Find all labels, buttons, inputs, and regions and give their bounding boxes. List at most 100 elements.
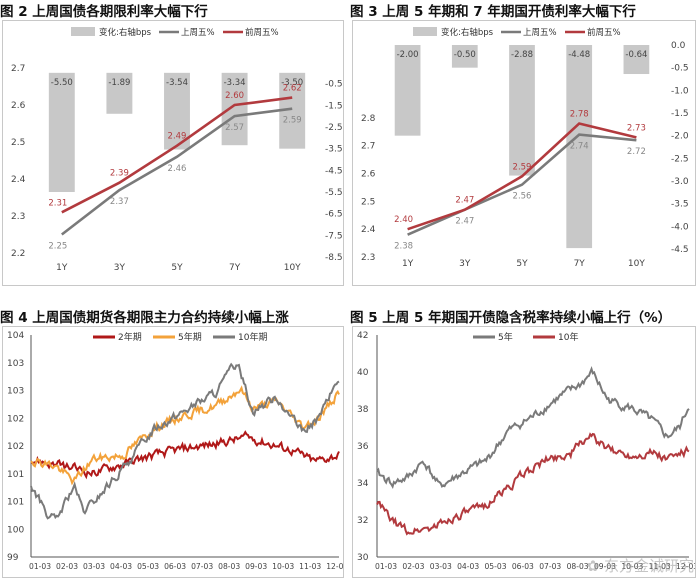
y-tick-label: 104 xyxy=(7,331,24,341)
point-label: 2.73 xyxy=(627,123,646,133)
point-label: 2.60 xyxy=(225,91,244,101)
bar-value-label: -2.00 xyxy=(397,50,419,60)
y-tick-label-right: -0.5 xyxy=(671,64,689,74)
y-tick-label-left: 2.8 xyxy=(361,114,376,124)
bar-value-label: -1.89 xyxy=(108,78,130,88)
point-label: 2.46 xyxy=(168,164,187,174)
x-tick-label: 05-03 xyxy=(137,562,159,571)
bar xyxy=(509,45,535,176)
y-tick-label-left: 2.4 xyxy=(361,225,376,235)
point-label: 2.38 xyxy=(394,242,413,252)
point-label: 2.25 xyxy=(48,242,67,252)
x-tick-label: 06-03 xyxy=(512,562,534,571)
point-label: 2.47 xyxy=(455,217,474,227)
bar-value-label: -3.34 xyxy=(224,78,246,88)
y-tick-label-right: -2.5 xyxy=(325,123,343,133)
x-tick-label: 03-03 xyxy=(83,562,105,571)
bar-value-label: -5.50 xyxy=(51,78,73,88)
x-tick-label: 5Y xyxy=(171,263,183,273)
point-label: 2.57 xyxy=(225,123,244,133)
x-tick-label: 01-03 xyxy=(375,562,397,571)
legend-swatch-bar xyxy=(413,27,437,36)
x-tick-label: 11-03 xyxy=(299,562,321,571)
point-label: 2.56 xyxy=(513,192,532,202)
chart-title: 图 5 上周 5 年期国开债隐含税率持续小幅上行（%） xyxy=(350,306,671,326)
x-tick-label: 02-03 xyxy=(402,562,424,571)
bar-value-label: -3.54 xyxy=(166,78,188,88)
x-tick-label: 5Y xyxy=(516,259,528,269)
y-tick-label: 40 xyxy=(357,368,369,378)
x-tick-label: 3Y xyxy=(459,259,471,269)
point-label: 2.74 xyxy=(570,142,589,152)
bar xyxy=(49,73,75,192)
x-tick-label: 3Y xyxy=(114,263,126,273)
y-tick-label-left: 2.2 xyxy=(11,249,25,259)
legend-label: 变化:右轴bps xyxy=(99,27,152,38)
legend-label: 10年期 xyxy=(238,331,267,343)
y-tick-label: 103 xyxy=(7,387,24,397)
point-label: 2.49 xyxy=(168,132,187,142)
watermark-logo: ✿ 东方金诚研究 xyxy=(587,555,694,576)
point-label: 2.59 xyxy=(513,162,532,172)
y-tick-label-left: 2.3 xyxy=(361,253,375,263)
y-tick-label-left: 2.6 xyxy=(11,101,26,111)
y-tick-label-right: -2.5 xyxy=(671,154,689,164)
y-tick-label: 100 xyxy=(7,525,24,535)
bar-value-label: -4.48 xyxy=(568,50,590,60)
y-tick-label-right: -0.5 xyxy=(325,80,343,90)
x-tick-label: 02-03 xyxy=(56,562,78,571)
x-tick-label: 10Y xyxy=(284,263,301,273)
x-tick-label: 1Y xyxy=(402,259,414,269)
point-label: 2.78 xyxy=(570,109,589,119)
legend-label: 10年 xyxy=(558,331,578,343)
y-tick-label: 102 xyxy=(7,442,24,452)
point-label: 2.39 xyxy=(110,169,129,179)
y-tick-label-left: 2.7 xyxy=(361,142,375,152)
point-label: 2.59 xyxy=(283,116,302,126)
point-label: 2.40 xyxy=(394,215,413,225)
point-label: 2.31 xyxy=(48,198,67,208)
legend-label: 2年期 xyxy=(118,331,142,343)
y-tick-label-right: -4.5 xyxy=(671,245,689,255)
point-label: 2.47 xyxy=(455,196,474,206)
legend-label: 上周五% xyxy=(523,28,557,38)
point-label: 2.37 xyxy=(110,197,129,207)
x-tick-label: 06-03 xyxy=(164,562,186,571)
x-tick-label: 09-03 xyxy=(245,562,267,571)
y-tick-label: 34 xyxy=(357,479,369,489)
y-tick-label: 102 xyxy=(7,414,24,424)
y-tick-label-right: -3.5 xyxy=(325,145,343,155)
y-tick-label: 42 xyxy=(357,331,368,341)
y-tick-label: 32 xyxy=(357,516,368,526)
y-tick-label: 101 xyxy=(7,470,24,480)
y-tick-label: 36 xyxy=(357,442,369,452)
point-label: 2.62 xyxy=(283,84,302,94)
y-tick-label: 38 xyxy=(357,405,369,415)
legend-label: 前周五% xyxy=(587,27,621,38)
y-tick-label: 99 xyxy=(7,553,19,563)
bar-value-label: -2.88 xyxy=(511,50,533,60)
y-tick-label-left: 2.4 xyxy=(11,175,26,185)
series-line xyxy=(31,364,339,518)
y-tick-label-right: -7.5 xyxy=(325,231,343,241)
y-tick-label-right: -1.5 xyxy=(671,109,689,119)
chart-title: 图 4 上周国债期货各期限主力合约持续小幅上涨 xyxy=(0,306,289,326)
x-tick-label: 7Y xyxy=(574,259,586,269)
y-tick-label-right: -5.5 xyxy=(325,188,343,198)
point-label: 2.72 xyxy=(627,147,646,157)
y-tick-label-right: -8.5 xyxy=(325,253,343,263)
y-tick-label-right: -3.5 xyxy=(671,200,689,210)
chart-title: 图 3 上周 5 年期和 7 年期国开债利率大幅下行 xyxy=(350,0,636,20)
y-tick-label: 103 xyxy=(7,359,24,369)
legend-label: 5年期 xyxy=(178,331,202,343)
bar-value-label: -0.50 xyxy=(454,50,476,60)
y-tick-label-right: -4.5 xyxy=(325,166,343,176)
